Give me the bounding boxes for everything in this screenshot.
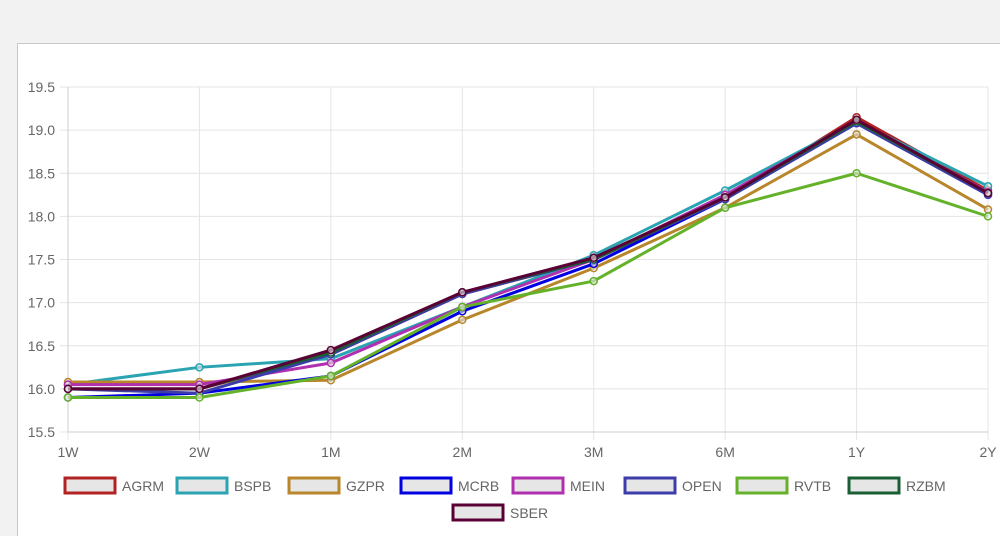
x-tick-label: 6M <box>715 444 734 460</box>
legend-label: AGRM <box>122 478 164 494</box>
legend-label: OPEN <box>682 478 722 494</box>
legend-label: RVTB <box>794 478 831 494</box>
legend-swatch <box>623 476 677 495</box>
data-point-sber <box>589 253 598 263</box>
y-tick-label: 17.5 <box>28 252 55 268</box>
legend-label: RZBM <box>906 478 946 494</box>
legend-swatch <box>847 476 901 495</box>
legend-swatch <box>175 476 229 495</box>
legend-item-rvtb: RVTB <box>735 476 831 495</box>
y-tick-label: 16.5 <box>28 338 55 354</box>
legend-item-agrm: AGRM <box>63 476 164 495</box>
series-line-bspb <box>67 120 989 387</box>
data-point-sber <box>983 188 993 198</box>
series-line-gzpr <box>68 132 989 384</box>
series-line-rvtb <box>68 171 989 399</box>
x-tick-label: 2Y <box>979 444 997 460</box>
data-point-sber <box>326 345 336 355</box>
y-tick-label: 18.0 <box>28 208 55 224</box>
data-point-sber <box>852 115 861 125</box>
data-point-rvtb <box>589 276 598 286</box>
x-tick-label: 2W <box>189 444 211 460</box>
data-point-gzpr <box>458 315 467 325</box>
x-tick-label: 1Y <box>848 444 866 460</box>
y-tick-label: 19.5 <box>28 79 55 95</box>
legend-label: MEIN <box>570 478 605 494</box>
data-point-sber <box>195 384 204 394</box>
y-tick-label: 15.5 <box>28 424 55 440</box>
legend-swatch <box>287 476 341 495</box>
x-tick-label: 3M <box>584 444 603 460</box>
legend-label: GZPR <box>346 478 385 494</box>
legend-swatch <box>735 476 789 495</box>
legend-label: MCRB <box>458 478 499 494</box>
y-tick-label: 16.0 <box>28 381 55 397</box>
legend-label: BSPB <box>234 478 271 494</box>
data-point-sber <box>458 288 467 297</box>
legend-item-bspb: BSPB <box>175 476 271 495</box>
y-tick-label: 18.5 <box>28 165 55 181</box>
data-point-sber <box>720 193 730 202</box>
series-line-open <box>67 121 989 395</box>
series-line-sber <box>68 118 989 391</box>
data-point-gzpr <box>983 205 993 214</box>
y-tick-label: 17.0 <box>28 295 55 311</box>
legend-item-mcrb: MCRB <box>399 476 499 495</box>
legend-swatch <box>63 476 117 495</box>
data-point-rvtb <box>63 393 73 402</box>
data-point-rvtb <box>326 371 336 381</box>
data-point-rvtb <box>983 212 993 221</box>
legend-swatch <box>399 476 453 495</box>
data-point-rvtb <box>852 169 861 178</box>
y-tick-label: 19.0 <box>28 122 55 138</box>
series-line-rzbm <box>68 120 989 391</box>
series-line-agrm <box>68 115 989 391</box>
x-tick-label: 2M <box>453 444 472 460</box>
legend-item-sber: SBER <box>451 503 548 522</box>
series-line-mcrb <box>67 121 989 399</box>
data-point-bspb <box>195 363 204 372</box>
data-point-rvtb <box>458 302 467 312</box>
legend-item-rzbm: RZBM <box>847 476 946 495</box>
data-point-rvtb <box>195 393 204 402</box>
x-tick-label: 1M <box>321 444 340 460</box>
legend-item-mein: MEIN <box>511 476 605 495</box>
series-line-mein <box>68 120 989 387</box>
legend-swatch <box>511 476 565 495</box>
legend-label: SBER <box>510 505 548 521</box>
data-point-rvtb <box>720 203 730 212</box>
legend-swatch <box>451 503 505 522</box>
x-tick-label: 1W <box>58 444 80 460</box>
legend-item-open: OPEN <box>623 476 722 495</box>
data-point-sber <box>63 384 73 394</box>
legend-item-gzpr: GZPR <box>287 476 385 495</box>
data-point-gzpr <box>852 130 861 139</box>
data-point-mein <box>326 358 336 368</box>
